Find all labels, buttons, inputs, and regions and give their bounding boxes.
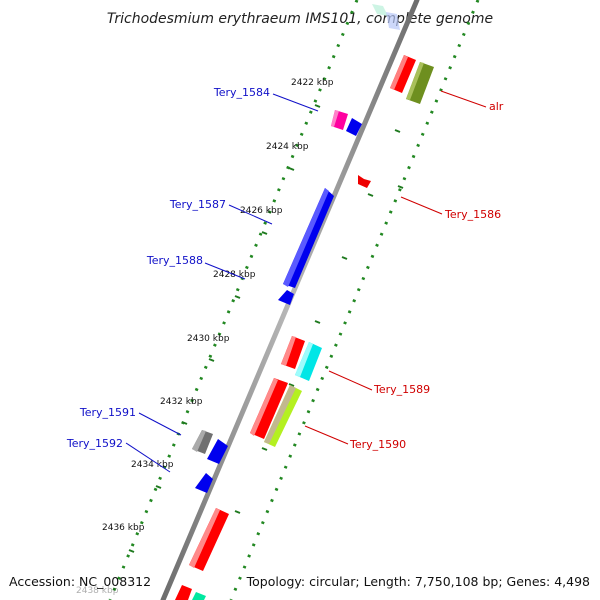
gene-label-tery-1592[interactable]: Tery_1592 [66, 437, 123, 450]
accession-text: Accession: NC_008312 [9, 574, 151, 589]
gene-tery-1588-feature [278, 290, 294, 305]
kbp-label: 2432 kbp [160, 397, 203, 407]
kbp-label: 2424 kbp [266, 142, 309, 152]
map-title: Trichodesmium erythraeum IMS101, complet… [107, 11, 493, 27]
gene-labels: Tery_1584 Tery_1587 Tery_1588 Tery_1591 … [66, 86, 504, 451]
kbp-label: 2426 kbp [240, 206, 283, 216]
topology-text: Topology: circular; Length: 7,750,108 bp… [246, 574, 590, 589]
gene-label-alr[interactable]: alr [489, 100, 504, 113]
gene-tery-1590-feature [250, 378, 302, 447]
lower-forward-features [175, 508, 229, 600]
gene-label-tery-1590[interactable]: Tery_1590 [349, 438, 406, 451]
gene-label-tery-1588[interactable]: Tery_1588 [146, 254, 203, 267]
partial-top-features [372, 4, 400, 30]
kbp-label: 2434 kbp [131, 460, 174, 470]
gene-tery-1586-feature [358, 175, 371, 188]
leader-lines [125, 90, 487, 473]
outer-dotted-track [229, 0, 480, 600]
gene-label-tery-1584[interactable]: Tery_1584 [213, 86, 270, 99]
gene-tery-1589-feature [281, 336, 322, 381]
gene-tery-1584-feature [331, 110, 362, 136]
gene-label-tery-1589[interactable]: Tery_1589 [373, 383, 430, 396]
gene-tery-1592-feature [195, 439, 228, 493]
kbp-label: 2430 kbp [187, 334, 230, 344]
kbp-label: 2438 kbp [76, 586, 119, 596]
kbp-label: 2422 kbp [291, 78, 334, 88]
gene-label-tery-1591[interactable]: Tery_1591 [79, 406, 136, 419]
gene-label-tery-1587[interactable]: Tery_1587 [169, 198, 226, 211]
kbp-label: 2436 kbp [102, 523, 145, 533]
gene-tery-1591-feature [192, 430, 213, 454]
gene-alr-block [390, 55, 434, 104]
track-tick-marks [128, 65, 428, 553]
inner-dotted-track [108, 0, 359, 600]
gene-label-tery-1586[interactable]: Tery_1586 [444, 208, 501, 221]
gene-tery-1587-feature [283, 188, 334, 288]
